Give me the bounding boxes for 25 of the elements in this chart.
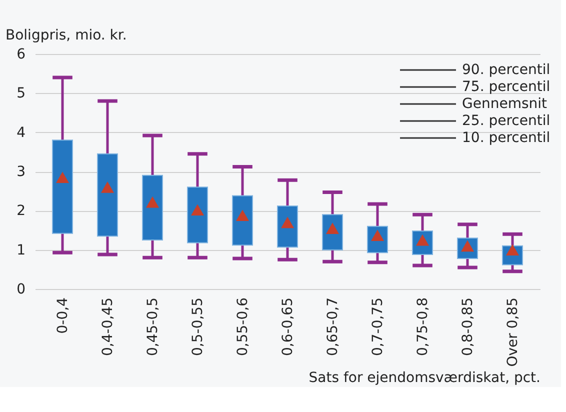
x-axis-title: Sats for ejendomsværdiskat, pct. xyxy=(308,370,540,386)
y-tick-label: 1 xyxy=(16,242,26,258)
annotation: 25. percentil xyxy=(462,113,550,129)
x-tick-label: 0,55-0,6 xyxy=(235,297,251,356)
annotation: Gennemsnit xyxy=(462,96,548,112)
y-tick-label: 0 xyxy=(16,282,26,298)
x-tick-label: 0,6-0,65 xyxy=(280,298,296,356)
x-tick-label: 0,75-0,8 xyxy=(415,298,431,356)
x-tick-label: Over 0,85 xyxy=(505,298,521,367)
y-tick-label: 3 xyxy=(16,164,26,180)
y-tick-label: 2 xyxy=(16,203,26,220)
x-tick-label: 0,65-0,7 xyxy=(325,298,341,356)
annotation: 90. percentil xyxy=(462,62,550,78)
x-tick-label: 0,8-0,85 xyxy=(460,298,476,356)
annotation: 10. percentil xyxy=(462,130,550,146)
x-tick-label: 0-0,4 xyxy=(55,297,71,334)
y-tick-label: 4 xyxy=(16,124,26,141)
y-tick-label: 6 xyxy=(16,46,26,62)
y-axis-title: Boligpris, mio. kr. xyxy=(6,28,127,44)
y-tick-label: 5 xyxy=(16,86,26,102)
x-tick-label: 0,45-0,5 xyxy=(145,298,161,356)
x-tick-label: 0,5-0,55 xyxy=(190,298,206,356)
x-tick-label: 0,7-0,75 xyxy=(370,298,386,356)
x-tick-label: 0,4-0,45 xyxy=(100,298,116,356)
annotation: 75. percentil xyxy=(462,79,550,95)
